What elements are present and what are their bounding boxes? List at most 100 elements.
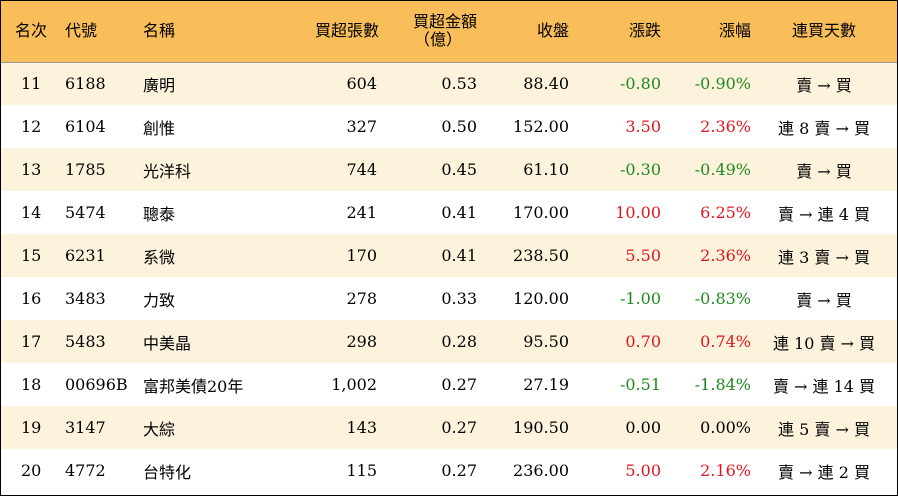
- cell-code: 1785: [65, 160, 106, 179]
- cell-days: 連 10 賣 → 買: [772, 333, 876, 353]
- cell-name: 廣明: [143, 75, 176, 95]
- cell-amount: 0.41: [441, 246, 477, 265]
- cell-close: 61.10: [523, 160, 569, 179]
- cell-days: 連 5 賣 → 買: [778, 419, 870, 439]
- cell-change: 5.50: [625, 246, 661, 265]
- table-row: 15 6231 系微 170 0.41 238.50 5.50 2.36% 連 3 賣 → 買: [1, 234, 897, 277]
- cell-days: 賣 → 買: [796, 290, 852, 310]
- cell-days: 賣 → 買: [796, 161, 852, 181]
- header-change: 漲跌: [569, 1, 661, 63]
- cell-amount: 0.27: [441, 375, 477, 394]
- cell-volume: 604: [346, 74, 377, 94]
- cell-days: 連 3 賣 → 買: [778, 247, 870, 267]
- header-volume: 買超張數: [279, 1, 379, 63]
- cell-volume: 298: [346, 332, 377, 351]
- cell-close: 236.00: [513, 461, 569, 480]
- cell-change: -1.00: [619, 289, 661, 308]
- cell-amount: 0.27: [441, 461, 477, 480]
- cell-code: 4772: [65, 461, 106, 480]
- cell-rank: 20: [21, 461, 42, 480]
- cell-pct: 6.25%: [700, 203, 751, 222]
- table-header-row: 名次 代號 名稱 買超張數 買超金額 （億） 收盤 漲跌 漲幅 連買天數: [1, 1, 897, 63]
- cell-pct: 2.36%: [700, 117, 751, 136]
- cell-close: 170.00: [513, 203, 569, 222]
- header-name: 名稱: [139, 1, 279, 63]
- table-row: 16 3483 力致 278 0.33 120.00 -1.00 -0.83% 賣 → 買: [1, 277, 897, 320]
- cell-volume: 170: [346, 246, 377, 265]
- cell-pct: -0.83%: [694, 289, 751, 308]
- cell-name: 大綜: [143, 419, 176, 439]
- cell-name: 台特化: [143, 462, 192, 482]
- cell-close: 120.00: [513, 289, 569, 308]
- cell-close: 27.19: [523, 375, 569, 394]
- cell-code: 00696B: [65, 375, 128, 394]
- cell-close: 238.50: [513, 246, 569, 265]
- header-days: 連買天數: [751, 1, 897, 63]
- cell-pct: -0.49%: [694, 160, 751, 179]
- header-rank: 名次: [1, 1, 59, 63]
- cell-volume: 1,002: [331, 375, 377, 394]
- cell-name: 富邦美債20年: [143, 376, 244, 396]
- cell-code: 6188: [65, 74, 106, 94]
- cell-change: -0.51: [619, 375, 661, 394]
- table-row: 19 3147 大綜 143 0.27 190.50 0.00 0.00% 連 5 賣 → 買: [1, 406, 897, 449]
- cell-rank: 18: [21, 375, 42, 394]
- cell-pct: 0.00%: [700, 418, 751, 437]
- cell-amount: 0.28: [441, 332, 477, 351]
- cell-code: 5483: [65, 332, 106, 351]
- header-amount-line2: （億）: [413, 30, 462, 50]
- header-pct: 漲幅: [661, 1, 751, 63]
- cell-close: 190.50: [513, 418, 569, 437]
- cell-amount: 0.45: [441, 160, 477, 179]
- header-close: 收盤: [477, 1, 569, 63]
- cell-rank: 14: [21, 203, 42, 222]
- cell-rank: 12: [21, 117, 42, 136]
- cell-rank: 15: [21, 246, 42, 265]
- cell-change: 0.70: [625, 332, 661, 351]
- cell-change: 0.00: [625, 418, 661, 437]
- cell-volume: 278: [346, 289, 377, 308]
- cell-days: 賣 → 連 2 買: [778, 462, 870, 482]
- cell-days: 賣 → 買: [796, 75, 852, 95]
- cell-change: 3.50: [625, 117, 661, 136]
- cell-code: 6231: [65, 246, 106, 265]
- cell-days: 賣 → 連 4 買: [778, 204, 870, 224]
- cell-close: 152.00: [513, 117, 569, 136]
- table-row: 20 4772 台特化 115 0.27 236.00 5.00 2.16% 賣 → 連 2 買: [1, 449, 897, 492]
- cell-name: 聰泰: [143, 204, 176, 224]
- cell-amount: 0.41: [441, 203, 477, 222]
- cell-name: 創惟: [143, 118, 176, 138]
- cell-volume: 143: [346, 418, 377, 437]
- cell-rank: 19: [21, 418, 42, 437]
- table-row: 18 00696B 富邦美債20年 1,002 0.27 27.19 -0.51 -1.84%…: [1, 363, 897, 406]
- cell-pct: 2.36%: [700, 246, 751, 265]
- header-amount: 買超金額 （億）: [379, 1, 477, 63]
- cell-name: 系微: [143, 247, 176, 267]
- cell-rank: 17: [21, 332, 42, 351]
- cell-close: 95.50: [523, 332, 569, 351]
- cell-pct: 0.74%: [700, 332, 751, 351]
- cell-days: 連 8 賣 → 買: [778, 118, 870, 138]
- cell-amount: 0.33: [441, 289, 477, 308]
- cell-volume: 744: [346, 160, 377, 179]
- cell-pct: -1.84%: [694, 375, 751, 394]
- cell-rank: 11: [21, 74, 42, 94]
- cell-amount: 0.27: [441, 418, 477, 437]
- table-row: 14 5474 聰泰 241 0.41 170.00 10.00 6.25% 賣 → 連 4 買: [1, 191, 897, 234]
- header-code: 代號: [59, 1, 139, 63]
- cell-change: -0.80: [619, 74, 661, 94]
- cell-amount: 0.50: [441, 117, 477, 136]
- cell-name: 力致: [143, 290, 176, 310]
- table-row: 11 6188 廣明 604 0.53 88.40 -0.80 -0.90% 賣 → 買: [1, 62, 897, 105]
- cell-change: 10.00: [615, 203, 661, 222]
- cell-code: 3483: [65, 289, 106, 308]
- table-row: 13 1785 光洋科 744 0.45 61.10 -0.30 -0.49% 賣 → 買: [1, 148, 897, 191]
- header-amount-line1: 買超金額: [412, 12, 477, 32]
- table-row: 17 5483 中美晶 298 0.28 95.50 0.70 0.74% 連 10 賣 → 買: [1, 320, 897, 363]
- cell-volume: 241: [346, 203, 377, 222]
- cell-amount: 0.53: [441, 74, 477, 94]
- cell-change: 5.00: [625, 461, 661, 480]
- cell-volume: 327: [346, 117, 377, 136]
- cell-code: 6104: [65, 117, 106, 136]
- table-row: 12 6104 創惟 327 0.50 152.00 3.50 2.36% 連 8 賣 → 買: [1, 105, 897, 148]
